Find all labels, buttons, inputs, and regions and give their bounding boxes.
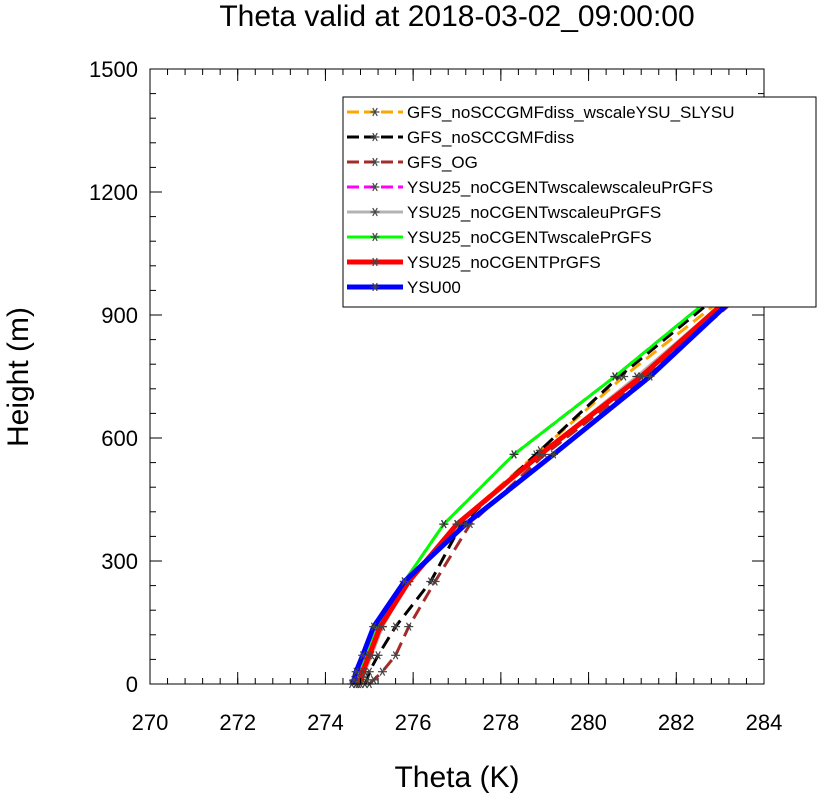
series-point-marker xyxy=(351,667,361,676)
x-tick-label: 282 xyxy=(658,710,695,735)
series-point-marker xyxy=(452,519,462,529)
legend-label: GFS_noSCCGMFdiss_wscaleYSU_SLYSU xyxy=(407,103,735,122)
x-tick-label: 272 xyxy=(219,710,256,735)
series-point-marker xyxy=(439,519,449,529)
series-point-marker xyxy=(430,577,440,586)
legend-marker xyxy=(370,132,380,142)
legend-marker xyxy=(370,282,380,292)
legend-label: YSU25_noCGENTwscalePrGFS xyxy=(407,228,652,247)
legend-label: GFS_noSCCGMFdiss xyxy=(407,128,574,147)
legend-entry: GFS_OG xyxy=(347,153,478,172)
legend-marker xyxy=(370,207,380,217)
series-point-marker xyxy=(645,372,655,381)
series-point-marker xyxy=(369,622,379,631)
series-point-marker xyxy=(349,675,359,685)
x-tick-label: 284 xyxy=(746,710,783,735)
axis-ticks: 270 272 274 276 278 280 282 284 0 300 600 900 1200 15… xyxy=(89,57,782,735)
series-point-marker xyxy=(610,372,620,381)
legend-entry: YSU25_noCGENTPrGFS xyxy=(347,253,601,272)
x-tick-label: 274 xyxy=(307,710,344,735)
legend-entry: GFS_noSCCGMFdiss_wscaleYSU_SLYSU xyxy=(347,103,735,122)
legend-marker xyxy=(370,257,380,267)
series-point-marker xyxy=(548,450,558,459)
legend-marker xyxy=(370,182,380,192)
x-tick-label: 276 xyxy=(395,710,432,735)
legend-box xyxy=(342,96,817,308)
x-tick-label: 278 xyxy=(482,710,519,735)
legend-label: YSU25_noCGENTwscaleuPrGFS xyxy=(407,203,661,222)
x-tick-label: 270 xyxy=(132,710,169,735)
plot-frame xyxy=(149,68,765,685)
x-axis-label: Theta (K) xyxy=(394,761,519,794)
series-point-marker xyxy=(391,651,401,660)
legend-marker xyxy=(370,157,380,167)
series-point-marker xyxy=(404,622,414,631)
legend-entry: GFS_noSCCGMFdiss xyxy=(347,128,574,147)
y-tick-label: 600 xyxy=(101,426,138,451)
series-point-marker xyxy=(636,372,646,381)
chart-title: Theta valid at 2018-03-02_09:00:00 xyxy=(219,0,694,33)
x-tick-label: 280 xyxy=(570,710,607,735)
legend-label: GFS_OG xyxy=(407,153,478,172)
series-point-marker xyxy=(369,675,379,685)
y-tick-label: 1200 xyxy=(89,180,138,205)
legend-label: YSU25_noCGENTPrGFS xyxy=(407,253,601,272)
legend-marker xyxy=(370,232,380,242)
legend-entry: YSU25_noCGENTwscalewscaleuPrGFS xyxy=(347,178,713,197)
series-point-marker xyxy=(461,519,471,529)
series-point-marker xyxy=(358,651,368,660)
legend: GFS_noSCCGMFdiss_wscaleYSU_SLYSU GFS_noSC… xyxy=(342,96,817,308)
series-point-marker xyxy=(377,667,387,676)
y-tick-label: 1500 xyxy=(89,57,138,82)
y-tick-label: 0 xyxy=(126,672,138,697)
y-tick-label: 900 xyxy=(101,303,138,328)
y-tick-label: 300 xyxy=(101,549,138,574)
series-point-marker xyxy=(535,450,545,459)
series-line xyxy=(349,264,766,686)
series-point-marker xyxy=(509,450,519,459)
legend-entry: YSU25_noCGENTwscalePrGFS xyxy=(347,228,652,247)
series-point-marker xyxy=(391,622,401,631)
series-point-marker xyxy=(399,577,409,586)
legend-entry: YSU00 xyxy=(347,278,461,297)
y-axis-label: Height (m) xyxy=(2,307,35,447)
plot-area xyxy=(347,240,766,689)
legend-entry: YSU25_noCGENTwscaleuPrGFS xyxy=(347,203,661,222)
legend-marker xyxy=(370,107,380,117)
legend-label: YSU00 xyxy=(407,278,461,297)
legend-label: YSU25_noCGENTwscalewscaleuPrGFS xyxy=(407,178,713,197)
